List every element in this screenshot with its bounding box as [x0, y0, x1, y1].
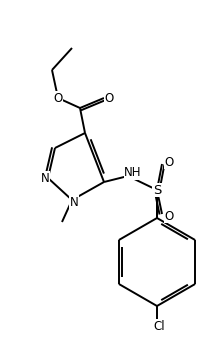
Text: O: O	[104, 91, 114, 105]
Text: N: N	[41, 172, 49, 184]
Text: NH: NH	[124, 167, 142, 180]
Text: O: O	[164, 155, 174, 168]
Text: N: N	[70, 196, 78, 209]
Text: O: O	[164, 210, 174, 223]
Text: Cl: Cl	[153, 320, 165, 332]
Text: S: S	[153, 183, 161, 196]
Text: O: O	[53, 91, 63, 105]
